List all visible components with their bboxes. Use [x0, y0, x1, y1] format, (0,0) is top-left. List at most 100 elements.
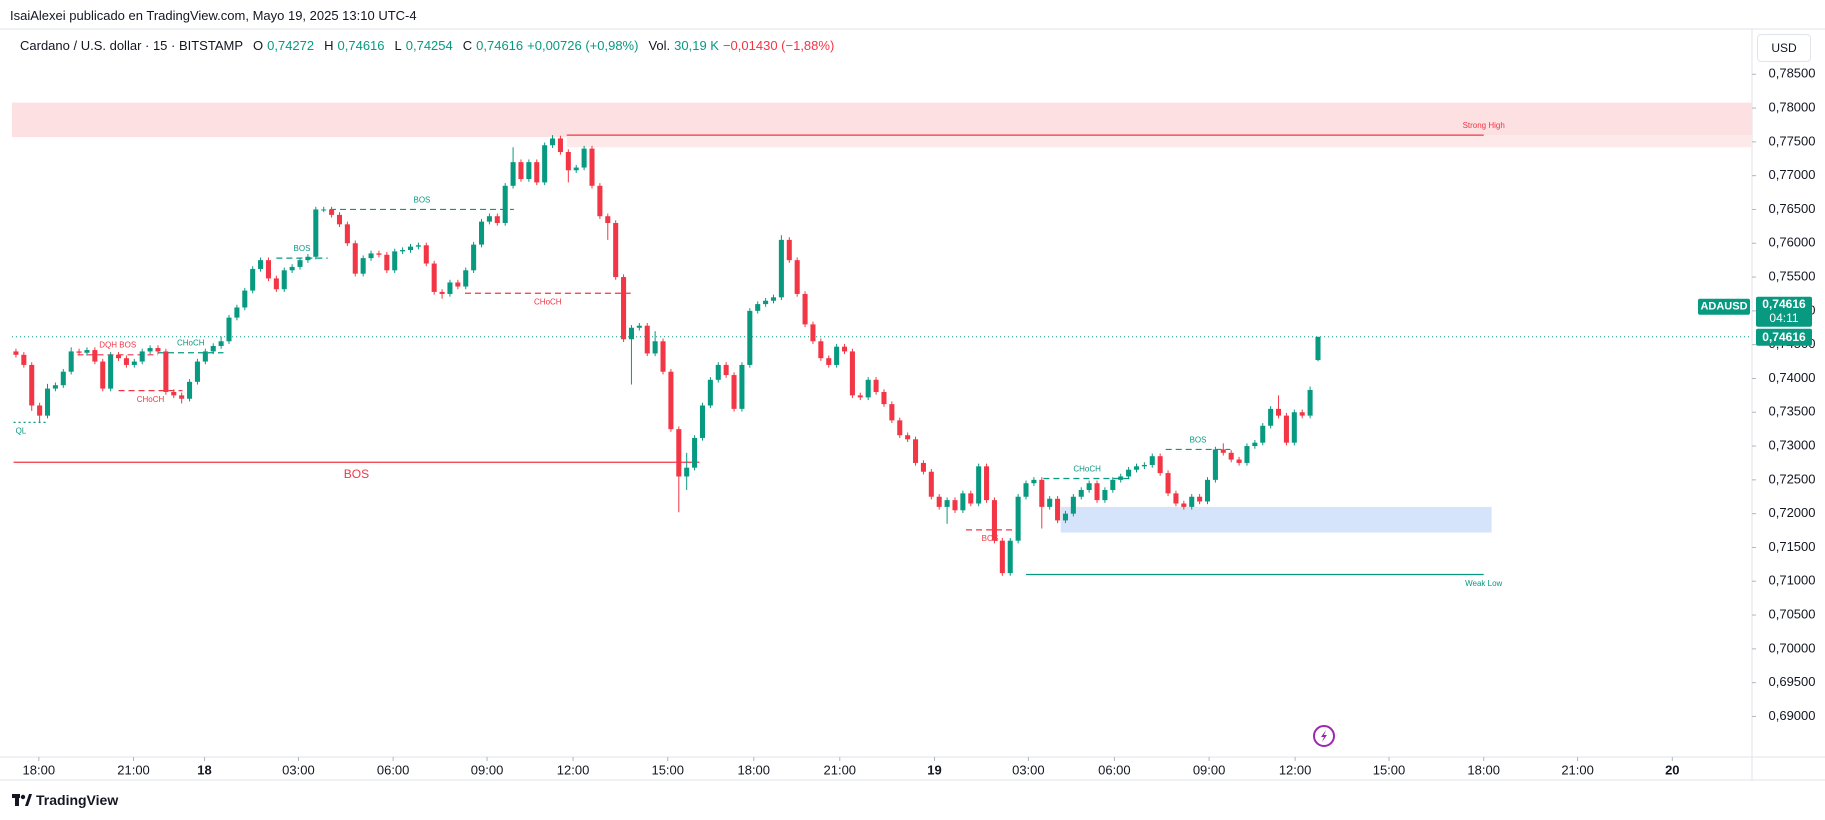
- candle-body: [936, 496, 942, 507]
- candle-body: [289, 266, 295, 271]
- x-tick-label: 12:00: [557, 762, 590, 777]
- candle-body: [707, 379, 713, 406]
- candle-body: [1236, 459, 1242, 463]
- candle-body: [431, 263, 437, 292]
- candle-body: [1149, 456, 1155, 465]
- candle-body: [139, 351, 145, 362]
- candle-body: [1141, 464, 1147, 467]
- candle-body: [478, 221, 485, 245]
- candle-body: [68, 351, 74, 372]
- x-tick-label: 15:00: [651, 762, 684, 777]
- symbol-title: Cardano / U.S. dollar · 15 · BITSTAMP: [20, 38, 243, 53]
- brand-mark-part: [15, 794, 19, 806]
- candle-body: [1165, 473, 1171, 494]
- alert-circle: [1313, 725, 1335, 747]
- symbol-badge: [1698, 298, 1750, 315]
- candle-body: [1283, 415, 1289, 443]
- candle-body: [1212, 449, 1218, 480]
- ohlc-value: 0,74616: [476, 38, 524, 53]
- x-tick-label: 09:00: [471, 762, 504, 777]
- brand-mark-part: [20, 794, 26, 800]
- candle-body: [526, 162, 532, 180]
- candle-body: [1299, 412, 1305, 416]
- candle-body: [1015, 496, 1021, 541]
- candle-body: [37, 405, 43, 416]
- x-tick-label: 19: [927, 762, 941, 777]
- candle-body: [770, 297, 777, 301]
- y-tick-label: 0,76500: [1769, 201, 1816, 216]
- candle-body: [463, 270, 469, 287]
- y-tick-label: 0,70000: [1769, 640, 1816, 655]
- y-tick-label: 0,74000: [1769, 370, 1816, 385]
- candle-body: [329, 209, 335, 215]
- x-tick-label: 12:00: [1279, 762, 1312, 777]
- y-tick-label: 0,78500: [1769, 66, 1816, 81]
- candle-body: [1307, 389, 1313, 416]
- y-tick-label: 0,69000: [1769, 708, 1816, 723]
- candle-body: [1315, 336, 1321, 361]
- candle-body: [1110, 479, 1116, 490]
- candle-body: [1189, 496, 1195, 507]
- x-tick-label: 21:00: [117, 762, 150, 777]
- candle-body: [242, 290, 248, 308]
- candle-body: [818, 341, 824, 359]
- candle-body: [171, 391, 177, 396]
- y-tick-label: 0,72000: [1769, 505, 1816, 520]
- candle-body: [1007, 540, 1013, 574]
- candle-body: [336, 214, 343, 225]
- candle-body: [644, 325, 650, 354]
- candle-body: [1078, 489, 1084, 497]
- candle-body: [881, 391, 887, 405]
- candle-body: [960, 493, 966, 511]
- candle-body: [84, 350, 90, 353]
- candle-body: [991, 500, 997, 541]
- candle-body: [29, 364, 35, 406]
- y-tick-label: 0,77500: [1769, 133, 1816, 148]
- candle-body: [187, 381, 193, 399]
- candle-body: [589, 148, 595, 186]
- candle-body: [865, 379, 871, 398]
- y-tick-label: 0,70500: [1769, 606, 1816, 621]
- candle-body: [557, 138, 563, 152]
- y-tick-label: 0,72500: [1769, 471, 1816, 486]
- alert-icon[interactable]: [1313, 725, 1335, 747]
- candle-body: [913, 439, 919, 463]
- candle-body: [542, 145, 548, 183]
- ohlc-value: 0,74254: [405, 38, 453, 53]
- currency-button[interactable]: USD: [1757, 34, 1811, 62]
- candle-body: [676, 429, 682, 477]
- ohlc-value: 0,74616: [337, 38, 385, 53]
- ohlc-key: H: [324, 38, 334, 53]
- candle-body: [699, 405, 706, 438]
- candle-body: [747, 310, 753, 365]
- candle-body: [999, 540, 1005, 574]
- candle-body: [1039, 479, 1045, 507]
- candle-body: [281, 270, 287, 290]
- candle-body: [1260, 425, 1266, 443]
- candle-body: [1055, 498, 1061, 521]
- candle-body: [400, 250, 406, 252]
- candle-body: [1047, 498, 1053, 507]
- candle-body: [652, 341, 658, 354]
- candle-body: [455, 282, 461, 287]
- candle-body: [660, 341, 666, 372]
- candle-body: [415, 245, 421, 247]
- candle-body: [1062, 513, 1068, 521]
- structure-label: BOS: [1190, 435, 1207, 444]
- candle-body: [1126, 469, 1132, 477]
- candle-body: [692, 437, 698, 468]
- candle-body: [108, 354, 114, 389]
- volume-label: Vol.: [648, 38, 671, 53]
- candle-body: [92, 350, 98, 362]
- candle-body: [392, 251, 398, 271]
- candle-body: [684, 467, 690, 477]
- candle-body: [147, 348, 153, 352]
- candle-body: [226, 317, 232, 342]
- y-tick-label: 0,73000: [1769, 437, 1816, 452]
- candle-body: [44, 388, 51, 416]
- candle-body: [755, 304, 761, 311]
- brand-logo[interactable]: TradingView: [12, 792, 118, 808]
- last-price-badge: [1756, 328, 1812, 346]
